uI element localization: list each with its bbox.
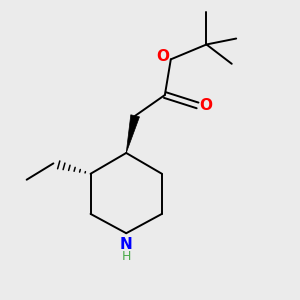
Text: N: N	[120, 237, 133, 252]
Polygon shape	[126, 115, 140, 153]
Text: O: O	[156, 49, 169, 64]
Text: H: H	[122, 250, 131, 263]
Text: O: O	[200, 98, 212, 113]
